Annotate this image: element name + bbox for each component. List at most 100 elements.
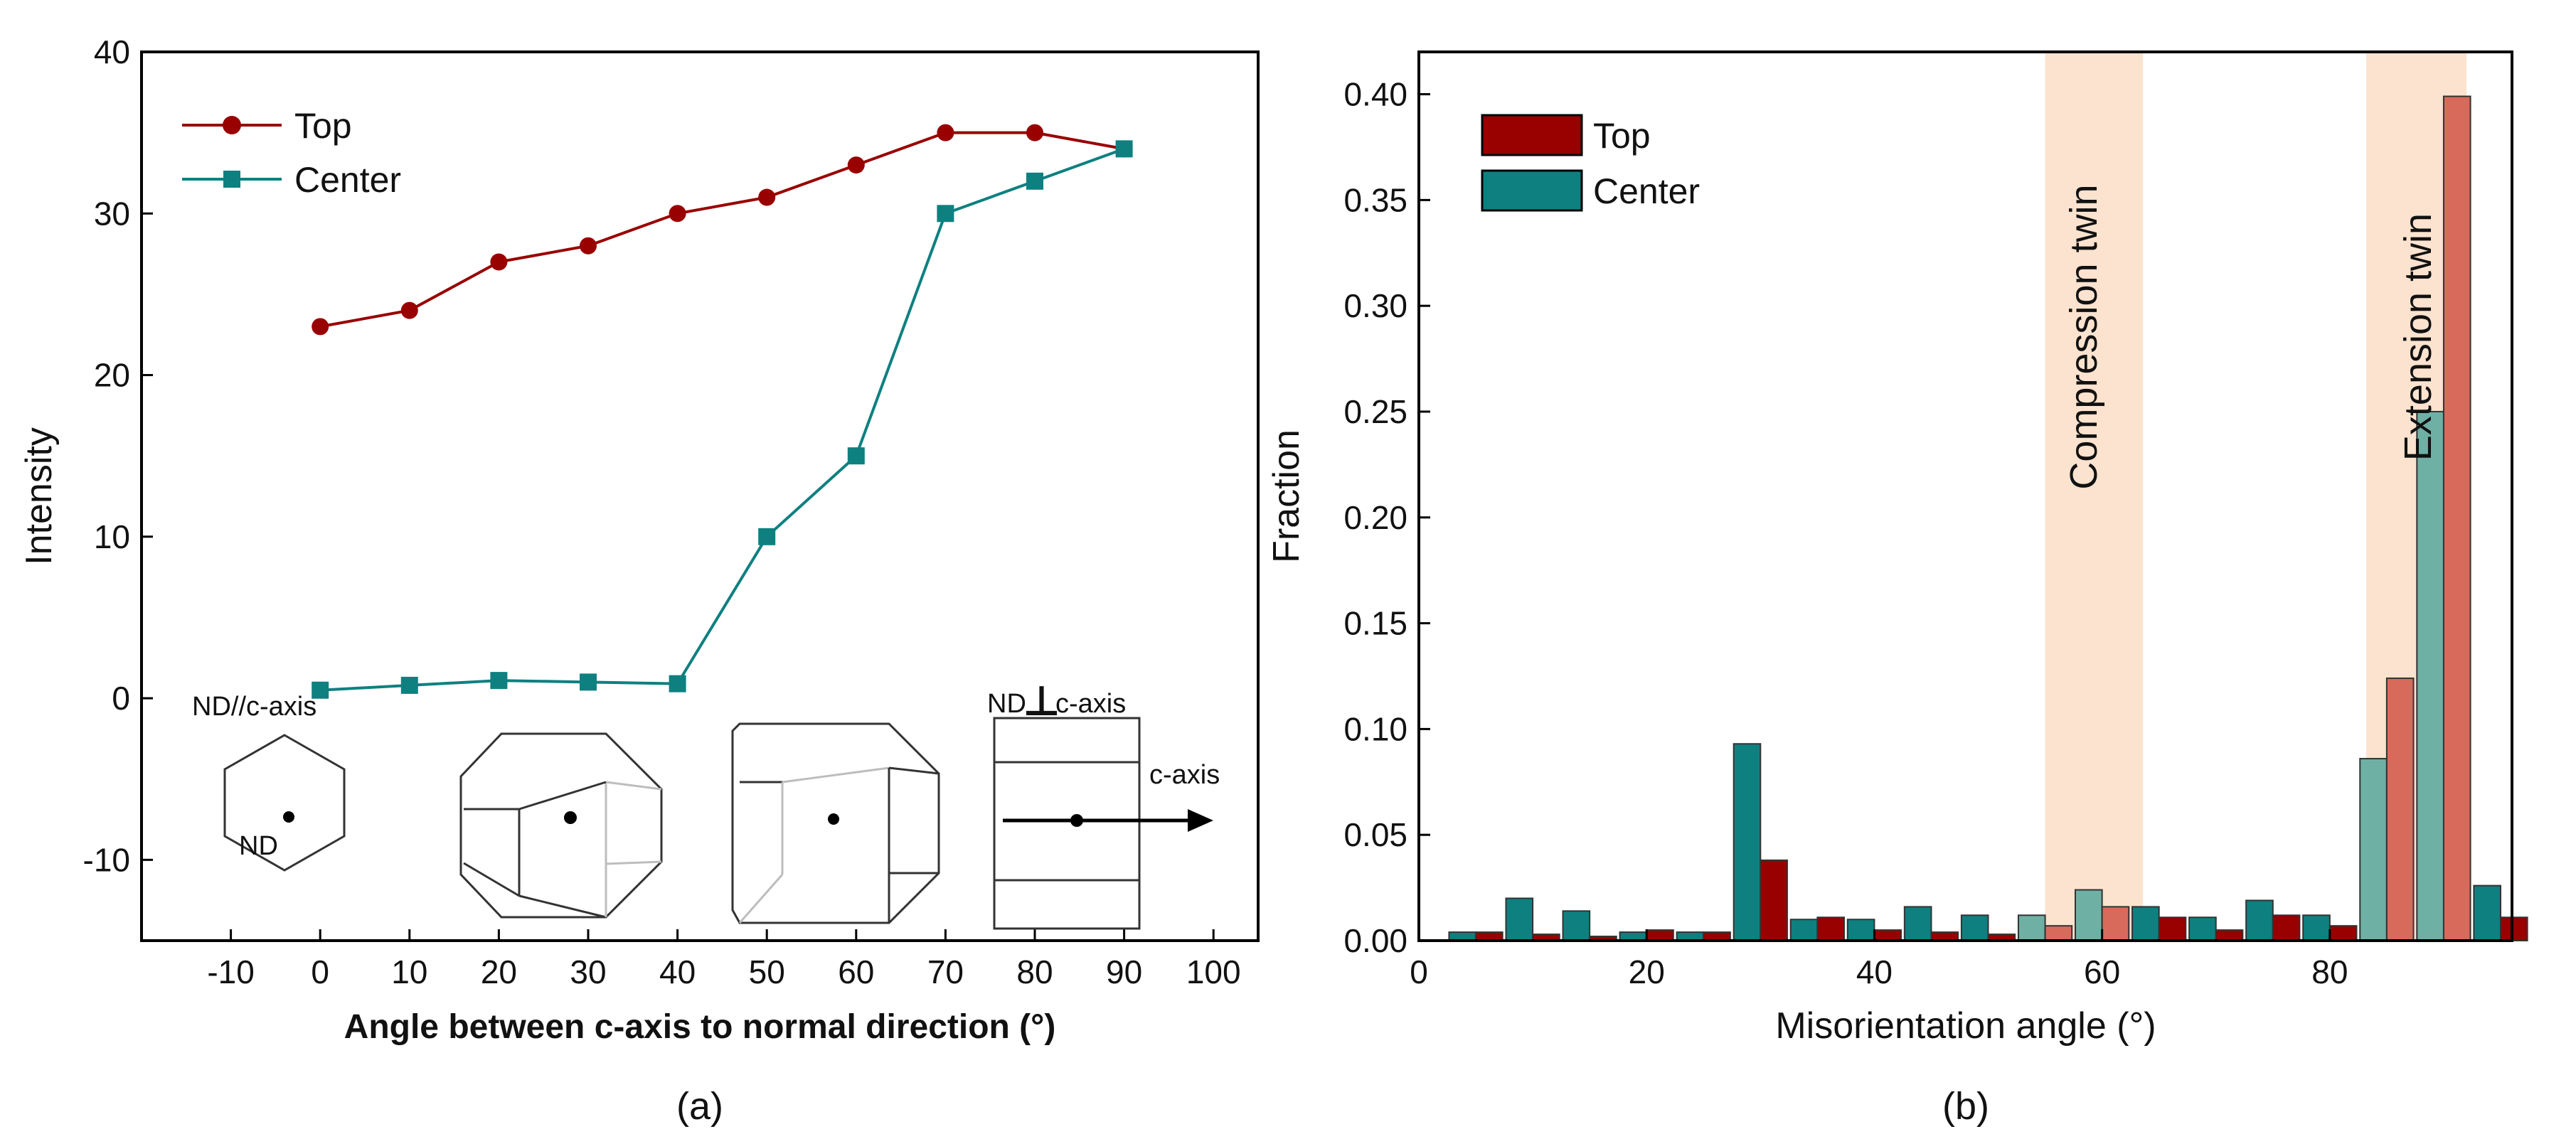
data-point-center [847, 447, 865, 465]
bar-center [1846, 919, 1875, 941]
x-tick-label-b: 60 [2084, 953, 2120, 990]
y-tick-label-b: 0.10 [1343, 710, 1407, 747]
inset-nd-perp-suffix: c-axis [1055, 689, 1126, 719]
y-tick-label-b: 0.25 [1343, 393, 1407, 430]
series-line-top [319, 131, 1124, 328]
legend-a-center-swatch [182, 171, 282, 188]
inset-nd-point-label: ND [239, 831, 278, 861]
bar-center [1789, 919, 1819, 941]
data-point-top [1026, 124, 1043, 141]
inset-prism-near-perpendicular [731, 722, 940, 924]
inset-c-axis-arrow [1003, 809, 1213, 832]
bar-center [2416, 410, 2444, 941]
data-point-top [580, 237, 597, 255]
x-tick-label-a: 50 [749, 953, 785, 990]
bar-center [2075, 889, 2103, 941]
inset-prism-tilted [459, 732, 663, 919]
y-tick-label-b: 0.15 [1343, 605, 1407, 642]
x-tick-label-b: 80 [2311, 953, 2348, 990]
x-tick-label-a: 40 [659, 953, 696, 990]
y-tick-label-b: 0.30 [1343, 287, 1407, 324]
x-axis-title-b: Misorientation angle (°) [1775, 1005, 2156, 1047]
bar-top [2328, 925, 2358, 941]
inset-hexagon-nd-parallel [223, 734, 346, 872]
inset-tilted-dot [564, 811, 577, 824]
legend-a-top-swatch [182, 116, 282, 134]
x-tick-label-a: 60 [838, 953, 874, 990]
y-axis-title-a: Intensity [18, 427, 60, 565]
inset-nd-perp-symbol: ⊥ [1023, 677, 1060, 725]
bar-center [2188, 916, 2217, 942]
bar-top [2499, 916, 2528, 942]
data-point-top [847, 156, 865, 174]
x-tick-label-a: 10 [391, 953, 427, 990]
data-point-center [580, 673, 597, 691]
y-tick-label-a: 30 [94, 195, 130, 232]
legend-b-top-swatch [1481, 114, 1583, 156]
bar-top [2272, 914, 2301, 942]
bar-top [1873, 929, 1902, 941]
x-tick-label-a: 30 [570, 953, 606, 990]
legend-b: Top Center [1481, 114, 1700, 212]
x-tick-label-b: 40 [1856, 953, 1893, 990]
data-point-top [758, 188, 776, 206]
inset-nd-dot [283, 811, 294, 823]
y-tick-label-b: 0.20 [1343, 499, 1407, 536]
inset-near-perpendicular-dot [828, 813, 839, 825]
twin-band-compression [2045, 52, 2144, 941]
band-label-compression-twin: Compression twin [2063, 184, 2105, 489]
x-tick-label-a: 20 [481, 953, 517, 990]
inset-rectangle-nd-perpendicular [993, 717, 1141, 930]
bar-center [1505, 897, 1534, 942]
data-point-top [937, 124, 954, 141]
data-point-center [1115, 140, 1133, 158]
y-axis-title-b: Fraction [1266, 429, 1307, 563]
panel-label-b: (b) [1942, 1085, 1989, 1128]
bar-center [2017, 914, 2046, 942]
series-line-center [320, 147, 1125, 692]
legend-b-center-swatch [1481, 169, 1583, 212]
x-tick-label-a: 80 [1016, 953, 1053, 990]
x-tick-label-b: 20 [1629, 953, 1665, 990]
legend-b-top-label: Top [1593, 116, 1651, 156]
bar-top [1760, 859, 1788, 942]
inset-nd-parallel-label: ND//c-axis [192, 692, 316, 722]
panel-a-intensity-chart: -10 0 10 20 30 40 50 60 70 80 90 100 -10 0 10 20 30 40 N… [18, 33, 1260, 1128]
y-tick-label-a: 40 [94, 33, 130, 70]
y-tick-label-b: 0.05 [1343, 816, 1407, 853]
bar-center [2131, 906, 2160, 942]
y-tick-label-a: 0 [112, 680, 130, 717]
data-point-center [490, 672, 508, 690]
data-point-center [1026, 172, 1043, 190]
y-tick-label-a: -10 [83, 841, 130, 878]
x-tick-label-a: -10 [207, 953, 254, 990]
data-point-top [490, 253, 508, 271]
legend-a: Top Center [182, 106, 401, 200]
plot-frame-b [1417, 50, 2513, 942]
bar-center [2245, 899, 2274, 942]
bar-center [2302, 914, 2331, 942]
inset-nd-perp-prefix: ND [987, 689, 1026, 719]
x-tick-label-a: 0 [311, 953, 329, 990]
inset-c-axis-label: c-axis [1149, 760, 1220, 790]
bar-top [2158, 916, 2187, 942]
y-tick-label-b: 0.40 [1343, 76, 1407, 113]
data-point-center [937, 205, 954, 223]
x-axis-title-a: Angle between c-axis to normal direction… [344, 1008, 1056, 1046]
data-point-center [312, 681, 329, 699]
data-point-top [669, 205, 686, 223]
data-point-center [669, 675, 686, 693]
bar-top [2215, 929, 2244, 941]
bar-top [2101, 906, 2130, 942]
bar-center [1960, 914, 1989, 942]
bar-top [2385, 677, 2415, 941]
bar-top [2442, 95, 2471, 941]
y-tick-label-a: 10 [94, 518, 130, 555]
y-tick-label-b: 0.00 [1343, 922, 1407, 959]
bar-top [1646, 929, 1674, 941]
band-label-extension-twin: Extension twin [2397, 213, 2439, 461]
data-point-center [758, 528, 776, 545]
bar-top [1816, 916, 1845, 942]
legend-a-center-label: Center [294, 160, 401, 200]
